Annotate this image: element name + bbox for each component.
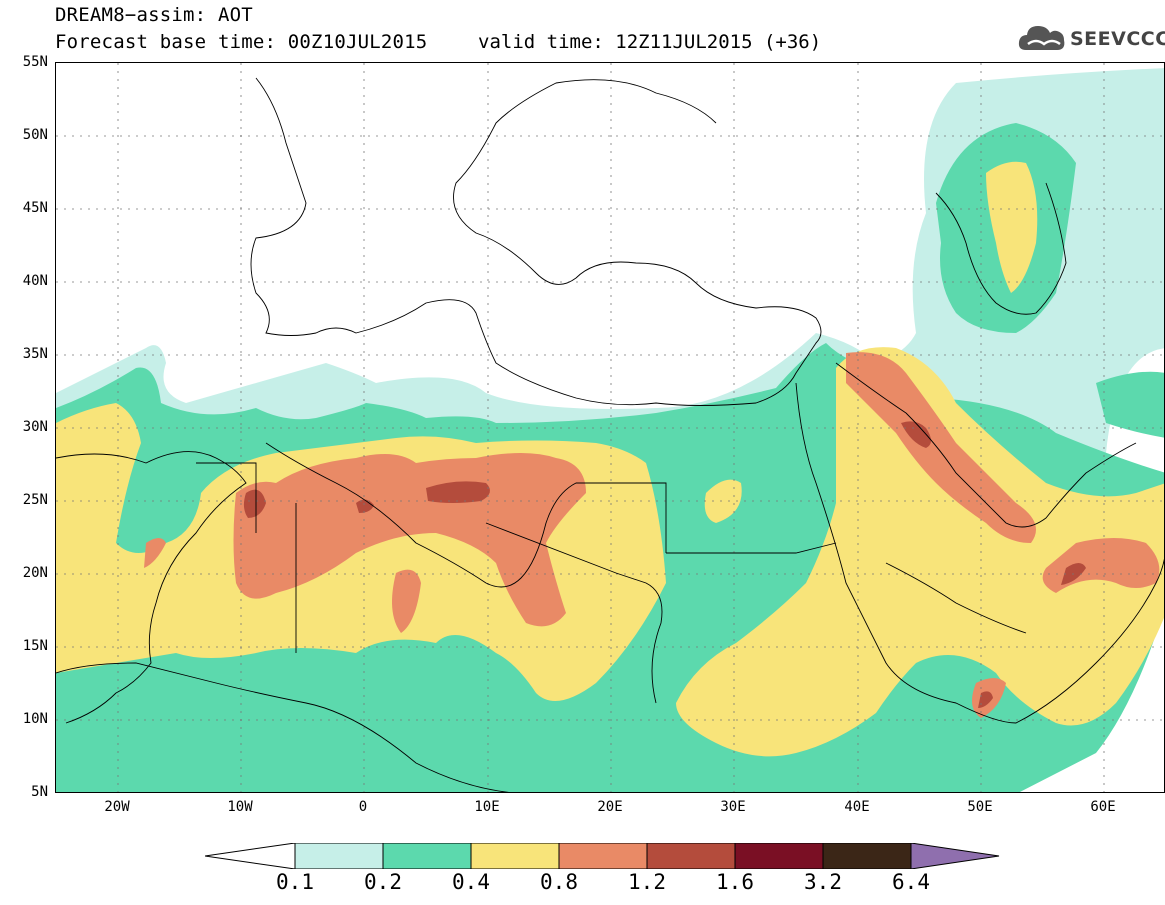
- lat-label: 5N: [31, 784, 48, 800]
- colorbar: [205, 843, 1000, 869]
- lon-label: 50E: [967, 799, 993, 815]
- lon-label: 10E: [474, 799, 500, 815]
- map-canvas: [56, 63, 1164, 792]
- colorbar-swatch: [734, 843, 824, 869]
- map-title: DREAM8−assim: AOT: [55, 4, 253, 26]
- colorbar-swatch: [382, 843, 472, 869]
- lat-label: 45N: [22, 200, 48, 216]
- aot-band-0.8: [144, 352, 1160, 718]
- aot-band-1.2: [243, 421, 1086, 708]
- lon-label: 40E: [844, 799, 870, 815]
- colorbar-label: 0.8: [540, 870, 578, 894]
- aot-map: [55, 62, 1165, 793]
- colorbar-label: 0.2: [364, 870, 402, 894]
- lon-label: 20W: [104, 799, 130, 815]
- lat-label: 20N: [22, 565, 48, 581]
- lon-label: 20E: [597, 799, 623, 815]
- lon-label: 0: [358, 799, 368, 815]
- valid-time: valid time: 12Z11JUL2015 (+36): [478, 31, 822, 53]
- colorbar-label: 0.4: [452, 870, 490, 894]
- colorbar-swatch-over: [910, 843, 1000, 869]
- colorbar-swatch: [294, 843, 384, 869]
- lat-label: 35N: [22, 346, 48, 362]
- forecast-base-time: Forecast base time: 00Z10JUL2015: [55, 31, 428, 53]
- colorbar-label: 6.4: [892, 870, 930, 894]
- seevccc-logo: SEEVCCC: [1016, 20, 1165, 60]
- lat-label: 25N: [22, 492, 48, 508]
- colorbar-swatch: [822, 843, 912, 869]
- colorbar-swatch-under: [205, 843, 296, 869]
- graticule: [56, 63, 1164, 792]
- colorbar-swatch: [470, 843, 560, 869]
- lat-label: 50N: [22, 127, 48, 143]
- lat-label: 10N: [22, 711, 48, 727]
- colorbar-label: 3.2: [804, 870, 842, 894]
- colorbar-label: 1.2: [628, 870, 666, 894]
- logo-text: SEEVCCC: [1070, 28, 1165, 50]
- colorbar-label: 1.6: [716, 870, 754, 894]
- colorbar-swatch: [558, 843, 648, 869]
- lat-label: 15N: [22, 638, 48, 654]
- colorbar-swatch: [646, 843, 736, 869]
- coastlines: [56, 77, 1164, 792]
- lon-label: 10W: [227, 799, 253, 815]
- lat-label: 55N: [22, 54, 48, 70]
- lon-label: 60E: [1090, 799, 1116, 815]
- lon-label: 30E: [720, 799, 746, 815]
- cloud-icon: [1018, 26, 1065, 50]
- lat-label: 40N: [22, 273, 48, 289]
- lat-label: 30N: [22, 419, 48, 435]
- colorbar-label: 0.1: [276, 870, 314, 894]
